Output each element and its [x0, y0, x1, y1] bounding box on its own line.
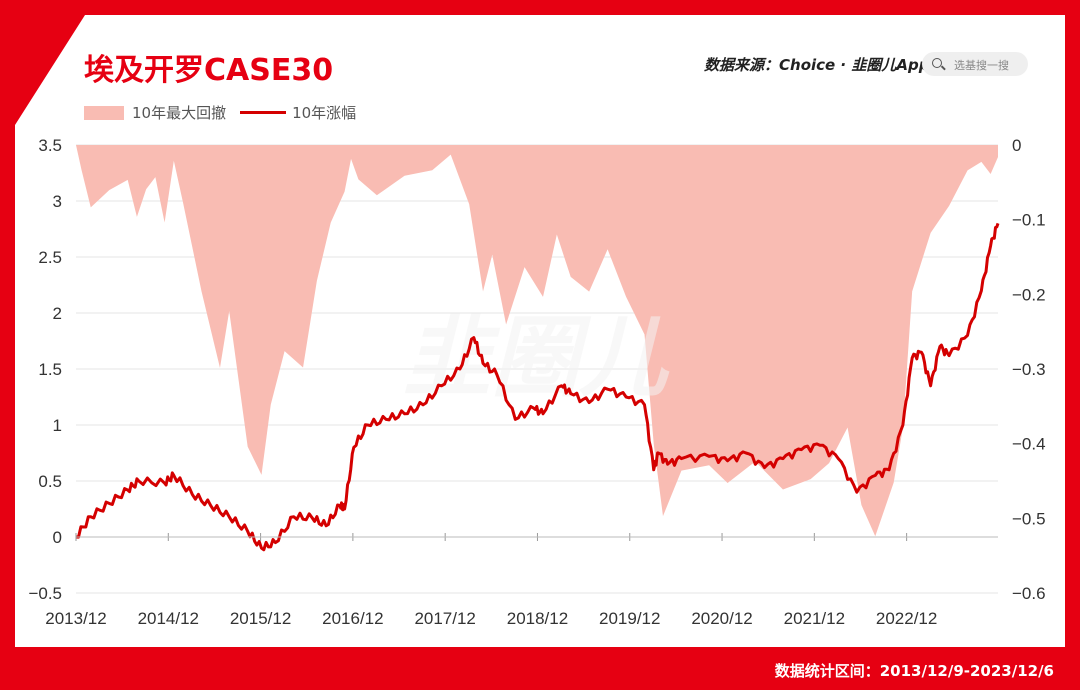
y-left-tick-label: 0: [53, 528, 62, 547]
y-left-tick-label: 2.5: [38, 248, 62, 267]
legend-swatch-return: [240, 111, 287, 114]
watermark-text: 韭圈儿: [403, 306, 670, 409]
chart-axes: 3.5 3 2.5 2 1.5 1 0.5 0 −0.5 0 −0.1 −0.2 −0.3 −0.4 −0.…: [28, 136, 1045, 628]
chart-legend: 10年最大回撤 10年涨幅: [84, 102, 356, 123]
y-left-tick-label: 1.5: [38, 360, 62, 379]
x-tick-label: 2020/12: [691, 609, 752, 628]
x-tick-label: 2019/12: [599, 609, 660, 628]
legend-label-return: 10年涨幅: [292, 104, 357, 122]
page-title: 埃及开罗CASE30: [84, 53, 334, 88]
data-source: 数据来源：Choice · 韭圈儿App: [704, 56, 930, 74]
watermark-logo: 韭圈儿: [403, 306, 670, 409]
date-range-footer: 数据统计区间：2013/12/9-2023/12/6: [774, 662, 1054, 680]
x-tick-label: 2015/12: [230, 609, 291, 628]
y-left-tick-label: 1: [53, 416, 62, 435]
x-tick-label: 2013/12: [45, 609, 106, 628]
y-left-tick-label: −0.5: [28, 584, 62, 603]
search-placeholder: 选基搜一搜: [954, 59, 1009, 72]
x-tick-label: 2016/12: [322, 609, 383, 628]
x-tick-label: 2021/12: [784, 609, 845, 628]
y-right-tick-label: −0.2: [1012, 285, 1046, 304]
corner-decoration: [15, 15, 85, 125]
y-left-tick-label: 3: [53, 192, 62, 211]
search-box[interactable]: 选基搜一搜: [922, 52, 1028, 76]
y-right-tick-label: −0.5: [1012, 509, 1046, 528]
y-right-tick-label: 0: [1012, 136, 1021, 155]
x-tick-label: 2018/12: [507, 609, 568, 628]
y-left-tick-label: 2: [53, 304, 62, 323]
y-left-tick-label: 3.5: [38, 136, 62, 155]
x-tick-label: 2017/12: [414, 609, 475, 628]
drawdown-area: [76, 145, 998, 537]
y-right-tick-label: −0.1: [1012, 211, 1046, 230]
drawdown-area-group: [76, 145, 998, 537]
legend-swatch-drawdown: [84, 105, 124, 120]
y-right-tick-label: −0.3: [1012, 360, 1046, 379]
x-tick-label: 2014/12: [138, 609, 199, 628]
search-icon: [932, 58, 942, 68]
y-left-tick-label: 0.5: [38, 472, 62, 491]
legend-label-drawdown: 10年最大回撤: [132, 104, 227, 122]
y-right-tick-label: −0.4: [1012, 435, 1046, 454]
y-right-tick-label: −0.6: [1012, 584, 1046, 603]
x-tick-label: 2022/12: [876, 609, 937, 628]
